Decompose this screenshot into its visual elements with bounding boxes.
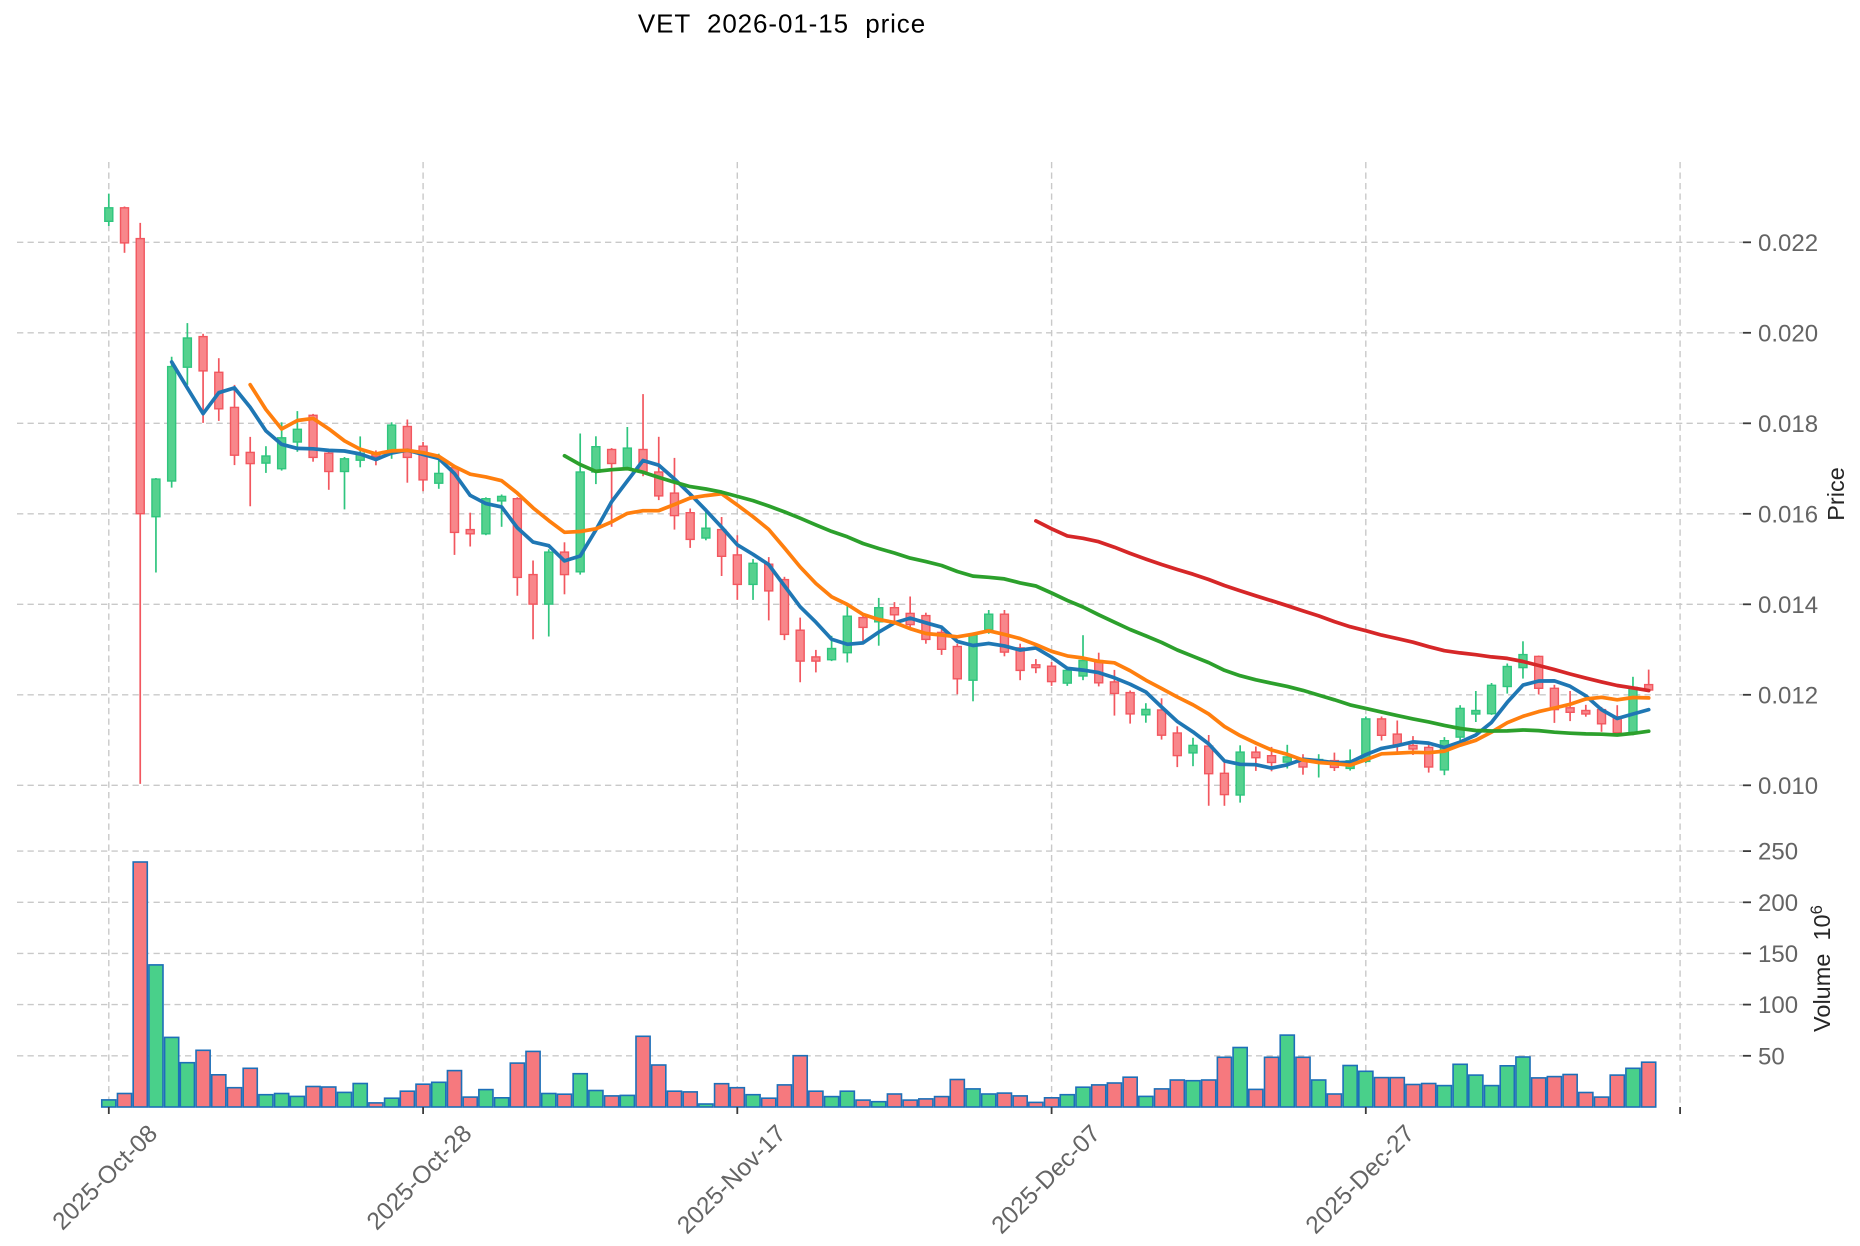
svg-text:100: 100 [1758,992,1798,1019]
svg-text:0.020: 0.020 [1758,320,1818,347]
svg-text:150: 150 [1758,941,1798,968]
svg-text:0.012: 0.012 [1758,682,1818,709]
svg-text:0.014: 0.014 [1758,592,1818,619]
svg-text:0.022: 0.022 [1758,230,1818,257]
svg-text:VET 2026-01-15 price: VET 2026-01-15 price [638,9,926,39]
svg-text:0.010: 0.010 [1758,773,1818,800]
svg-text:0.018: 0.018 [1758,411,1818,438]
svg-text:0.016: 0.016 [1758,501,1818,528]
svg-text:Price: Price [1823,467,1849,521]
svg-text:Volume 106: Volume 106 [1808,905,1835,1032]
svg-text:200: 200 [1758,890,1798,917]
svg-text:50: 50 [1758,1043,1785,1070]
svg-text:250: 250 [1758,839,1798,866]
